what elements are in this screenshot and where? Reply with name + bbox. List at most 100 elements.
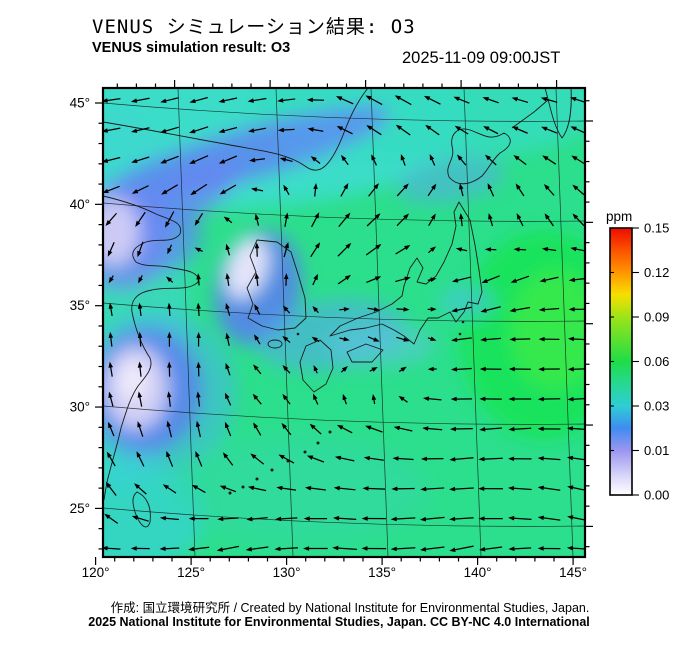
wind-arrow (478, 486, 485, 491)
wind-arrow (572, 213, 579, 220)
wind-arrow (481, 278, 488, 283)
wind-arrow (306, 97, 313, 103)
lon-label: 140° (464, 565, 492, 580)
wind-arrow (567, 396, 574, 402)
wind-arrow (254, 304, 260, 311)
wind-arrow (275, 516, 282, 522)
wind-arrow (420, 456, 427, 462)
lat-label: 25° (70, 501, 90, 516)
wind-arrow (537, 485, 544, 491)
wind-arrow (375, 243, 382, 250)
colorbar-tick-label: 0.06 (644, 354, 669, 369)
wind-arrow (284, 241, 289, 249)
wind-arrow (245, 546, 252, 552)
wind-arrow (313, 364, 319, 372)
wind-arrow (459, 183, 464, 190)
wind-arrow (430, 277, 437, 282)
wind-arrow (516, 213, 522, 220)
wind-arrow (282, 305, 289, 312)
lat-label: 30° (70, 400, 90, 415)
colorbar-tick-label: 0.03 (644, 399, 669, 414)
wind-arrow (283, 273, 289, 280)
wind-arrow (404, 245, 411, 251)
lon-label: 130° (273, 565, 301, 580)
wind-arrow (423, 95, 431, 101)
wind-arrow (195, 420, 201, 428)
wind-arrow (225, 302, 230, 310)
wind-arrow (166, 391, 172, 398)
wind-arrow (480, 308, 487, 313)
wind-arrow (134, 483, 141, 489)
wind-arrow (570, 126, 577, 131)
wind-arrow (311, 336, 318, 342)
wind-arrow (162, 484, 170, 490)
wind-arrow (363, 455, 371, 461)
lon-label: 120° (82, 565, 110, 580)
wind-arrow (341, 366, 348, 372)
wind-arrow (137, 361, 143, 368)
wind-arrow (161, 189, 168, 195)
wind-arrow (196, 361, 201, 368)
wind-arrow (392, 456, 399, 461)
wind-arrow (572, 184, 579, 191)
wind-arrow (430, 307, 437, 312)
page-title-japanese: VENUS シミュレーション結果: O3 (92, 16, 416, 38)
wind-arrow (138, 277, 143, 284)
page-title-english: VENUS simulation result: O3 (92, 40, 291, 56)
wind-arrow (449, 457, 456, 462)
wind-arrow (508, 366, 515, 372)
wind-arrow (511, 97, 519, 102)
wind-arrow (195, 451, 200, 458)
wind-arrow (225, 243, 230, 251)
wind-arrow (247, 98, 254, 103)
wind-arrow (373, 337, 380, 342)
wind-arrow (130, 128, 138, 133)
wind-arrow (196, 331, 201, 338)
wind-arrow (130, 546, 137, 551)
coastlines (103, 88, 572, 528)
wind-arrow (105, 481, 112, 489)
wind-arrow (159, 546, 166, 552)
wind-arrow (166, 420, 172, 427)
wind-arrow (508, 546, 515, 552)
wind-arrow (450, 367, 458, 372)
wind-arrow (544, 213, 550, 220)
wind-arrow (254, 242, 260, 249)
wind-arrow (361, 546, 368, 551)
wind-arrow (541, 126, 548, 132)
wind-arrow (216, 547, 223, 552)
wind-arrow (419, 516, 427, 522)
wind-arrow (365, 95, 372, 101)
colorbar-tick-label: 0.09 (644, 310, 669, 325)
wind-arrow (191, 484, 199, 490)
wind-arrow (334, 455, 342, 461)
colorbar-unit-label: ppm (606, 209, 632, 224)
wind-arrow (427, 366, 434, 372)
wind-arrow (274, 546, 281, 552)
wind-arrow (430, 336, 437, 341)
wind-arrow (483, 126, 490, 131)
wind-arrow (568, 277, 576, 283)
wind-arrow (449, 426, 457, 432)
wind-arrow (454, 125, 461, 131)
wind-arrow (108, 391, 113, 399)
wind-arrow (537, 515, 544, 521)
colorbar: ppm 0.15 0.12 0.09 0.06 0.03 0.01 0.00 (606, 209, 669, 503)
wind-arrow (196, 273, 201, 280)
wind-arrow (508, 396, 515, 402)
wind-arrow (137, 391, 143, 398)
wind-arrow (160, 159, 167, 164)
wind-arrow (137, 302, 143, 309)
wind-arrow (314, 242, 321, 249)
lat-label: 45° (70, 96, 90, 111)
wind-arrow (513, 155, 520, 161)
wind-arrow (219, 485, 227, 490)
wind-arrow (508, 426, 515, 432)
wind-arrow (108, 302, 114, 309)
wind-arrow (373, 307, 381, 312)
wind-arrow (306, 455, 314, 460)
wind-arrow (487, 183, 493, 190)
wind-arrow (537, 396, 544, 402)
wind-arrow (314, 212, 320, 219)
wind-arrow (450, 396, 457, 402)
